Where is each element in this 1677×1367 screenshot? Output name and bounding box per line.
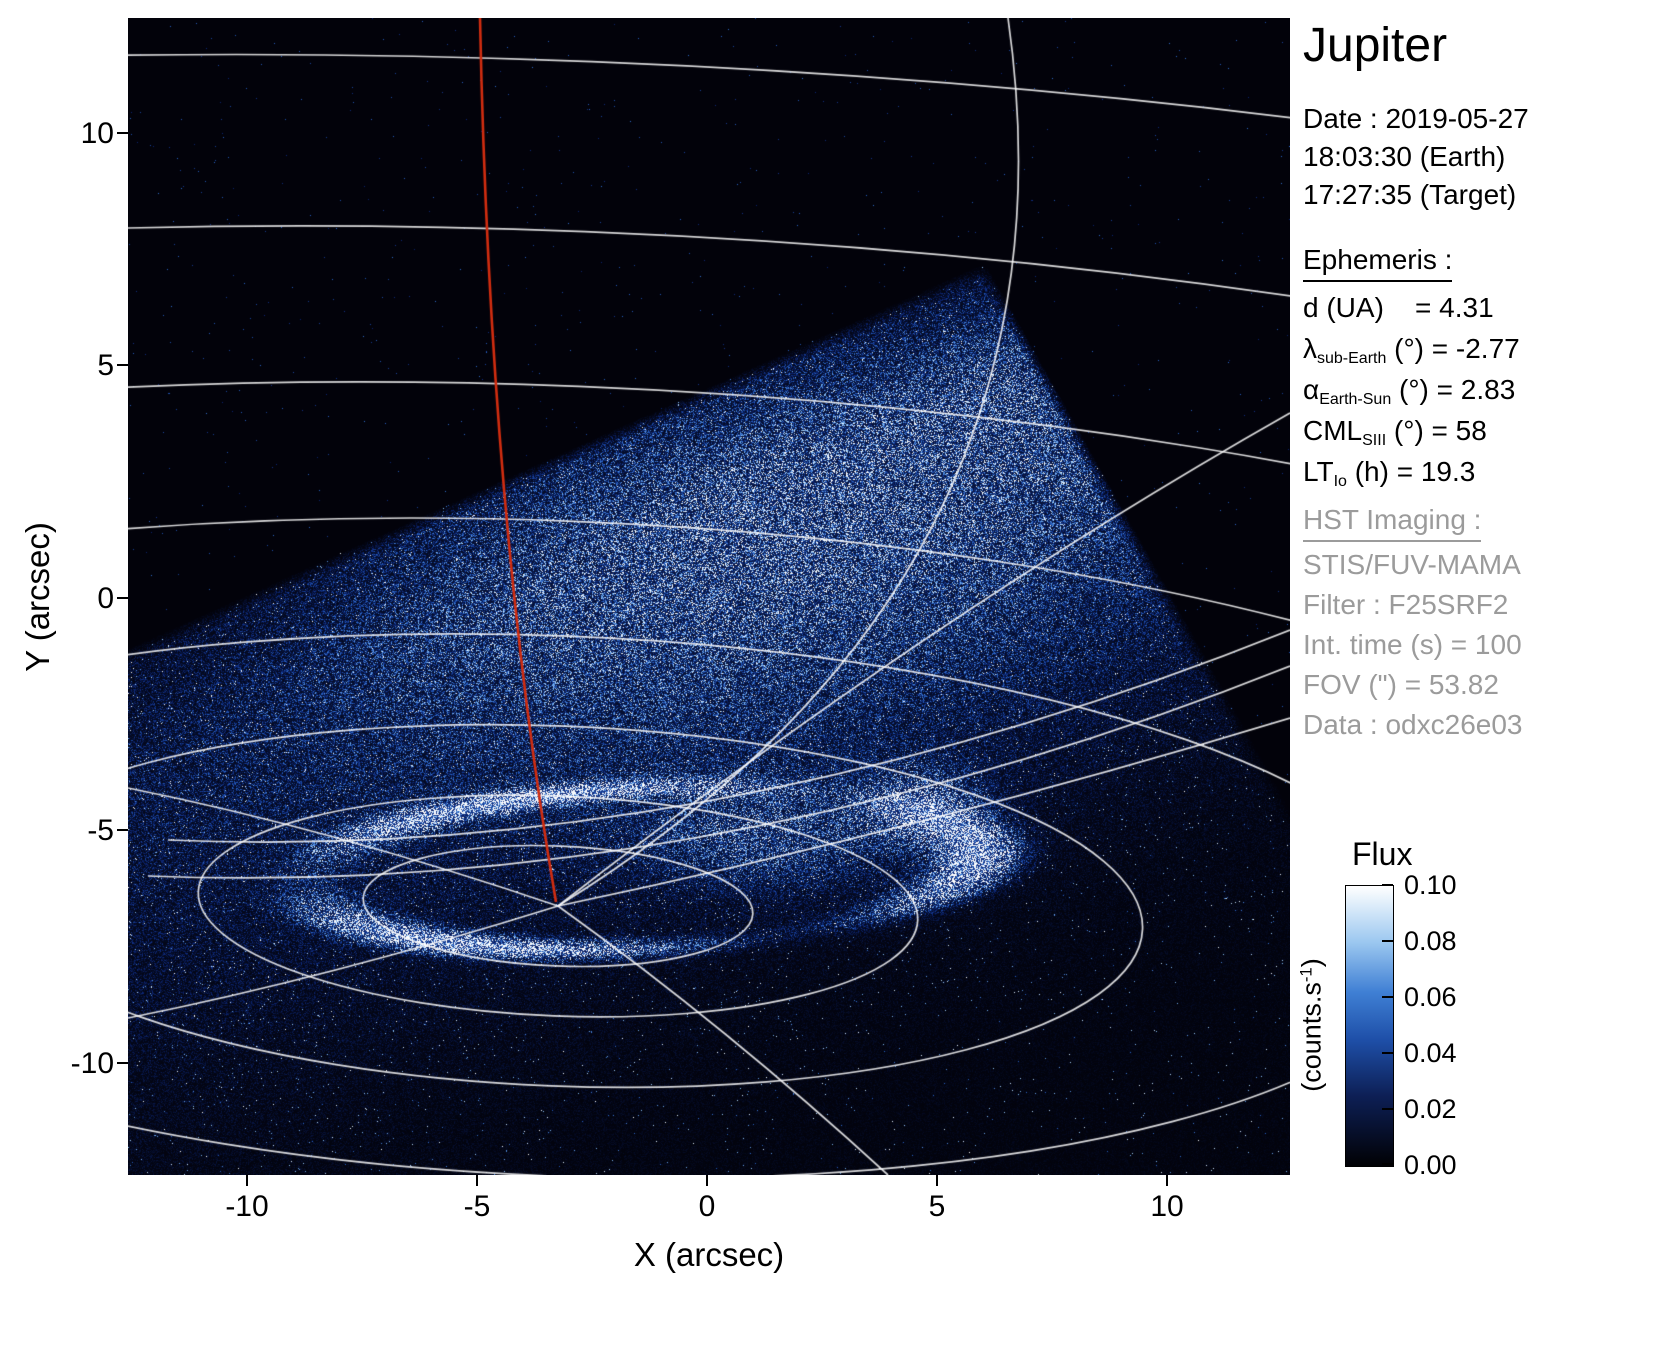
ephemeris-symbol: α [1303,374,1320,405]
target-title: Jupiter [1303,19,1448,72]
colorbar-units-pre: (counts.s [1296,982,1327,1092]
colorbar-units-label: (counts.s-1) [1296,958,1327,1091]
colorbar-tick-mark [1382,996,1393,998]
ephemeris-value: (°) = 2.83 [1391,374,1516,405]
observation-dates: Date : 2019-05-27 18:03:30 (Earth) 17:27… [1303,100,1529,214]
ephemeris-value: = 4.31 [1383,292,1494,323]
hst-imaging-heading: HST Imaging : [1303,500,1482,542]
x-tick-label: -10 [225,1190,269,1223]
ephemeris-subscript: sub-Earth [1317,350,1387,367]
colorbar-gradient [1345,885,1394,1167]
ephemeris-list: d (UA) = 4.31 λsub-Earth (°) = -2.77 αEa… [1303,292,1520,497]
earth-time: 18:03:30 (Earth) [1303,141,1506,172]
y-tick-label: 5 [97,349,114,382]
ephemeris-row-d: d (UA) = 4.31 [1303,292,1520,333]
colorbar-units-post: ) [1296,958,1327,968]
ephemeris-symbol: LT [1303,456,1334,487]
ephemeris-row-alpha: αEarth-Sun (°) = 2.83 [1303,374,1520,415]
y-tick-label: -10 [70,1047,114,1080]
y-tick-label: -5 [87,814,114,847]
colorbar-tick-label: 0.04 [1404,1038,1457,1068]
y-tick-mark [117,1062,128,1064]
x-tick-mark [936,1175,938,1186]
y-tick-mark [117,132,128,134]
ephemeris-value: (h) = 19.3 [1346,456,1476,487]
hst-imaging-block: HST Imaging : STIS/FUV-MAMA Filter : F25… [1303,500,1523,745]
target-time: 17:27:35 (Target) [1303,179,1517,210]
colorbar-title: Flux [1352,836,1413,872]
hst-int-time: Int. time (s) = 100 [1303,629,1522,660]
y-tick-label: 10 [80,117,114,150]
colorbar-tick-label: 0.02 [1404,1094,1457,1124]
colorbar-tick-label: 0.08 [1404,926,1457,956]
ephemeris-subscript: SIII [1362,432,1387,449]
hst-data-id: Data : odxc26e03 [1303,709,1523,740]
x-tick-label: 10 [1150,1190,1184,1223]
ephemeris-symbol: CML [1303,415,1363,446]
ephemeris-row-lambda: λsub-Earth (°) = -2.77 [1303,333,1520,374]
hst-filter: Filter : F25SRF2 [1303,589,1509,620]
x-tick-mark [476,1175,478,1186]
ephemeris-row-lt: LTIo (h) = 19.3 [1303,456,1520,497]
ephemeris-value: (°) = -2.77 [1386,333,1520,364]
date-line: Date : 2019-05-27 [1303,103,1529,134]
colorbar-units-sup: -1 [1296,967,1316,983]
x-tick-label: -5 [463,1190,491,1223]
y-tick-label: 0 [97,582,114,615]
ephemeris-row-cml: CMLSIII (°) = 58 [1303,415,1520,456]
colorbar-tick-label: 0.06 [1404,982,1457,1012]
x-tick-mark [1166,1175,1168,1186]
ephemeris-heading: Ephemeris : [1303,244,1453,282]
colorbar-tick-mark [1382,1052,1393,1054]
jupiter-fuv-image [128,18,1290,1175]
plot-area [128,18,1290,1175]
colorbar-tick-label: 0.10 [1404,870,1457,900]
y-axis-title: Y (arcsec) [19,522,56,672]
y-tick-mark [117,597,128,599]
x-tick-label: 0 [698,1190,716,1223]
ephemeris-symbol: λ [1303,333,1317,364]
x-axis-title: X (arcsec) [633,1236,785,1273]
ephemeris-value: (°) = 58 [1386,415,1487,446]
x-tick-mark [246,1175,248,1186]
colorbar-tick-mark [1382,884,1393,886]
hst-instrument: STIS/FUV-MAMA [1303,549,1521,580]
colorbar-tick-label: 0.00 [1404,1150,1457,1180]
ephemeris-subscript: Io [1333,473,1347,490]
colorbar-tick-mark [1382,940,1393,942]
x-tick-mark [706,1175,708,1186]
colorbar-tick-mark [1382,1163,1393,1165]
y-tick-mark [117,364,128,366]
x-tick-label: 5 [928,1190,946,1223]
y-tick-mark [117,829,128,831]
hst-fov: FOV (") = 53.82 [1303,669,1499,700]
ephemeris-subscript: Earth-Sun [1319,391,1392,408]
colorbar-tick-mark [1382,1108,1393,1110]
ephemeris-symbol: d (UA) [1303,292,1384,323]
